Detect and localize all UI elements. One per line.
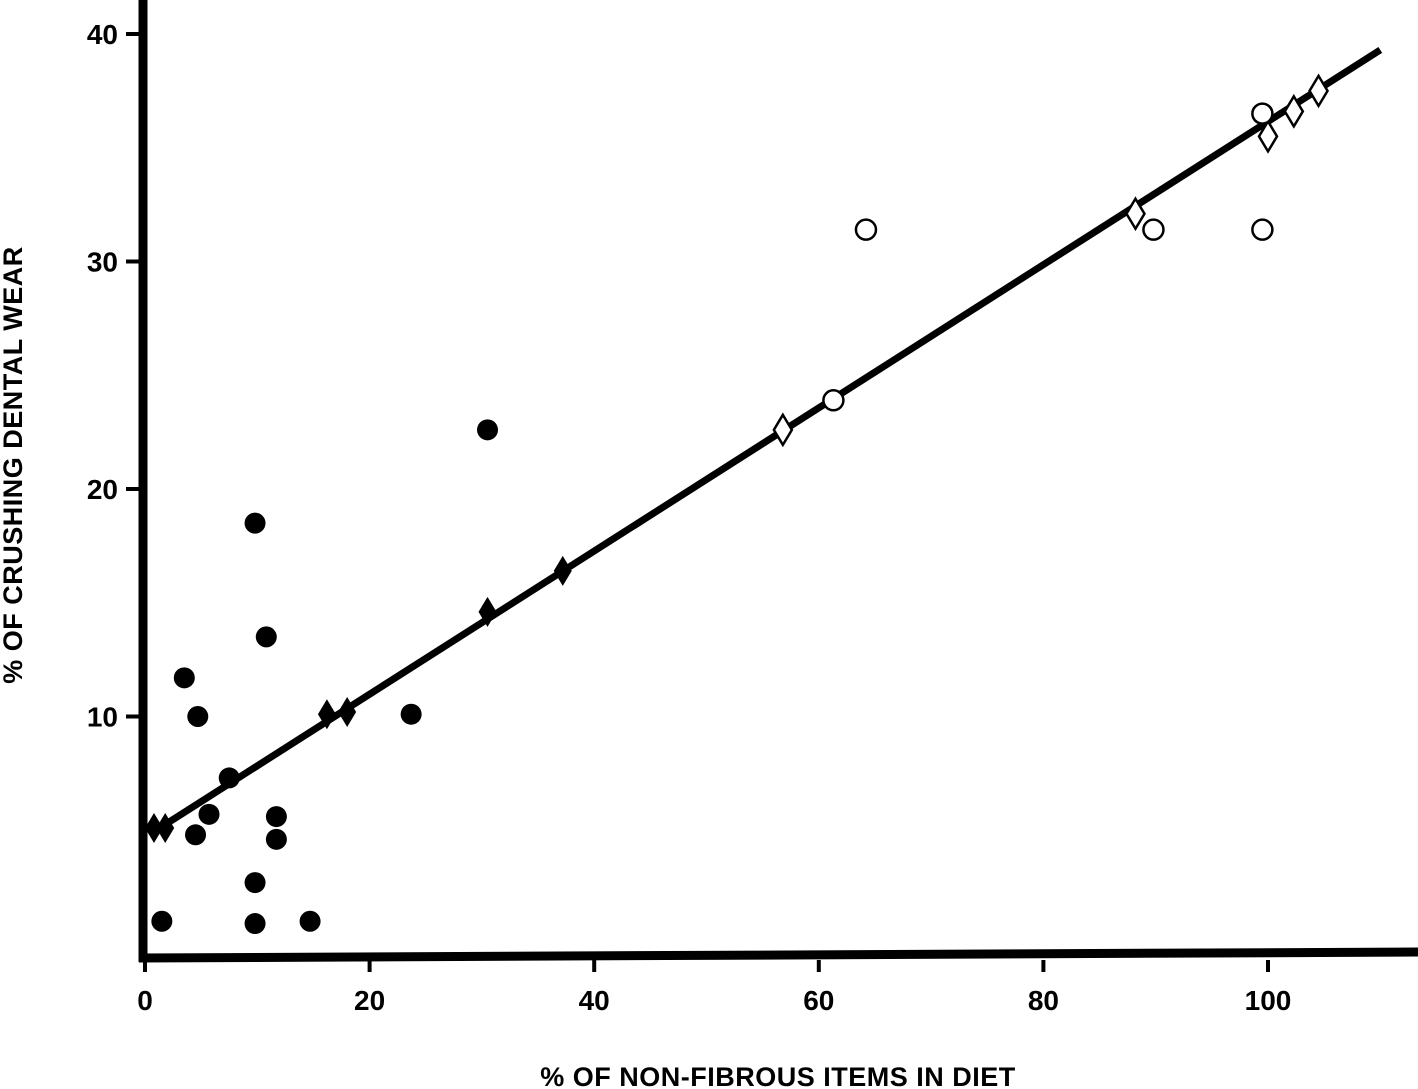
x-axis-title: % OF NON-FIBROUS ITEMS IN DIET — [540, 1062, 1016, 1089]
data-point-filled-diamond — [156, 812, 175, 843]
data-point-filled-circle — [244, 512, 266, 534]
x-tick-label: 60 — [803, 985, 834, 1016]
data-point-filled-circle — [187, 706, 209, 727]
data-point-open-diamond — [1308, 73, 1329, 109]
data-point-filled-circle — [244, 872, 266, 894]
data-point-filled-circle — [299, 910, 321, 932]
data-point-open-circle — [1251, 218, 1274, 241]
regression-line-group — [154, 46, 1383, 834]
data-point-open-diamond — [1257, 118, 1279, 154]
regression-line — [154, 46, 1383, 834]
y-tick-label: 10 — [87, 702, 118, 733]
data-point-filled-diamond — [144, 812, 163, 843]
y-axis-title: % OF CRUSHING DENTAL WEAR — [0, 246, 28, 684]
data-point-open-diamond — [772, 412, 794, 448]
data-point-filled-circle — [255, 626, 277, 648]
data-point-filled-circle — [244, 913, 266, 935]
x-tick-label: 100 — [1245, 985, 1292, 1016]
axis-ticks: 10 20 30 40 0 20 40 60 80 100 — [87, 19, 1292, 1016]
data-point-open-diamond — [1125, 196, 1146, 232]
data-point-open-circle — [822, 389, 845, 412]
axes — [138, 0, 1418, 963]
data-point-open-circle — [854, 218, 878, 241]
data-point-filled-circle — [218, 767, 240, 789]
data-point-open-diamond — [1283, 93, 1305, 129]
data-points — [144, 73, 1329, 935]
data-point-filled-circle — [265, 828, 287, 850]
data-point-open-circle — [1142, 218, 1165, 241]
x-axis-line — [138, 947, 1418, 963]
data-point-filled-circle — [400, 703, 422, 725]
data-point-filled-diamond — [317, 699, 336, 730]
x-tick-label: 80 — [1028, 985, 1059, 1016]
data-point-filled-diamond — [478, 596, 497, 627]
x-tick-label: 0 — [137, 985, 153, 1016]
data-point-filled-circle — [265, 806, 287, 828]
y-tick-label: 40 — [87, 19, 118, 50]
x-tick-label: 20 — [354, 985, 385, 1016]
data-point-filled-circle — [477, 419, 499, 441]
y-tick-label: 30 — [87, 247, 118, 278]
x-tick-label: 40 — [579, 985, 610, 1016]
data-point-open-circle — [1251, 102, 1274, 125]
y-tick-label: 20 — [87, 474, 118, 505]
data-point-filled-circle — [185, 824, 207, 846]
data-point-filled-diamond — [553, 555, 572, 586]
data-point-filled-circle — [151, 910, 173, 932]
data-point-filled-diamond — [338, 696, 357, 727]
data-point-filled-circle — [198, 803, 220, 825]
data-point-filled-circle — [173, 667, 195, 689]
